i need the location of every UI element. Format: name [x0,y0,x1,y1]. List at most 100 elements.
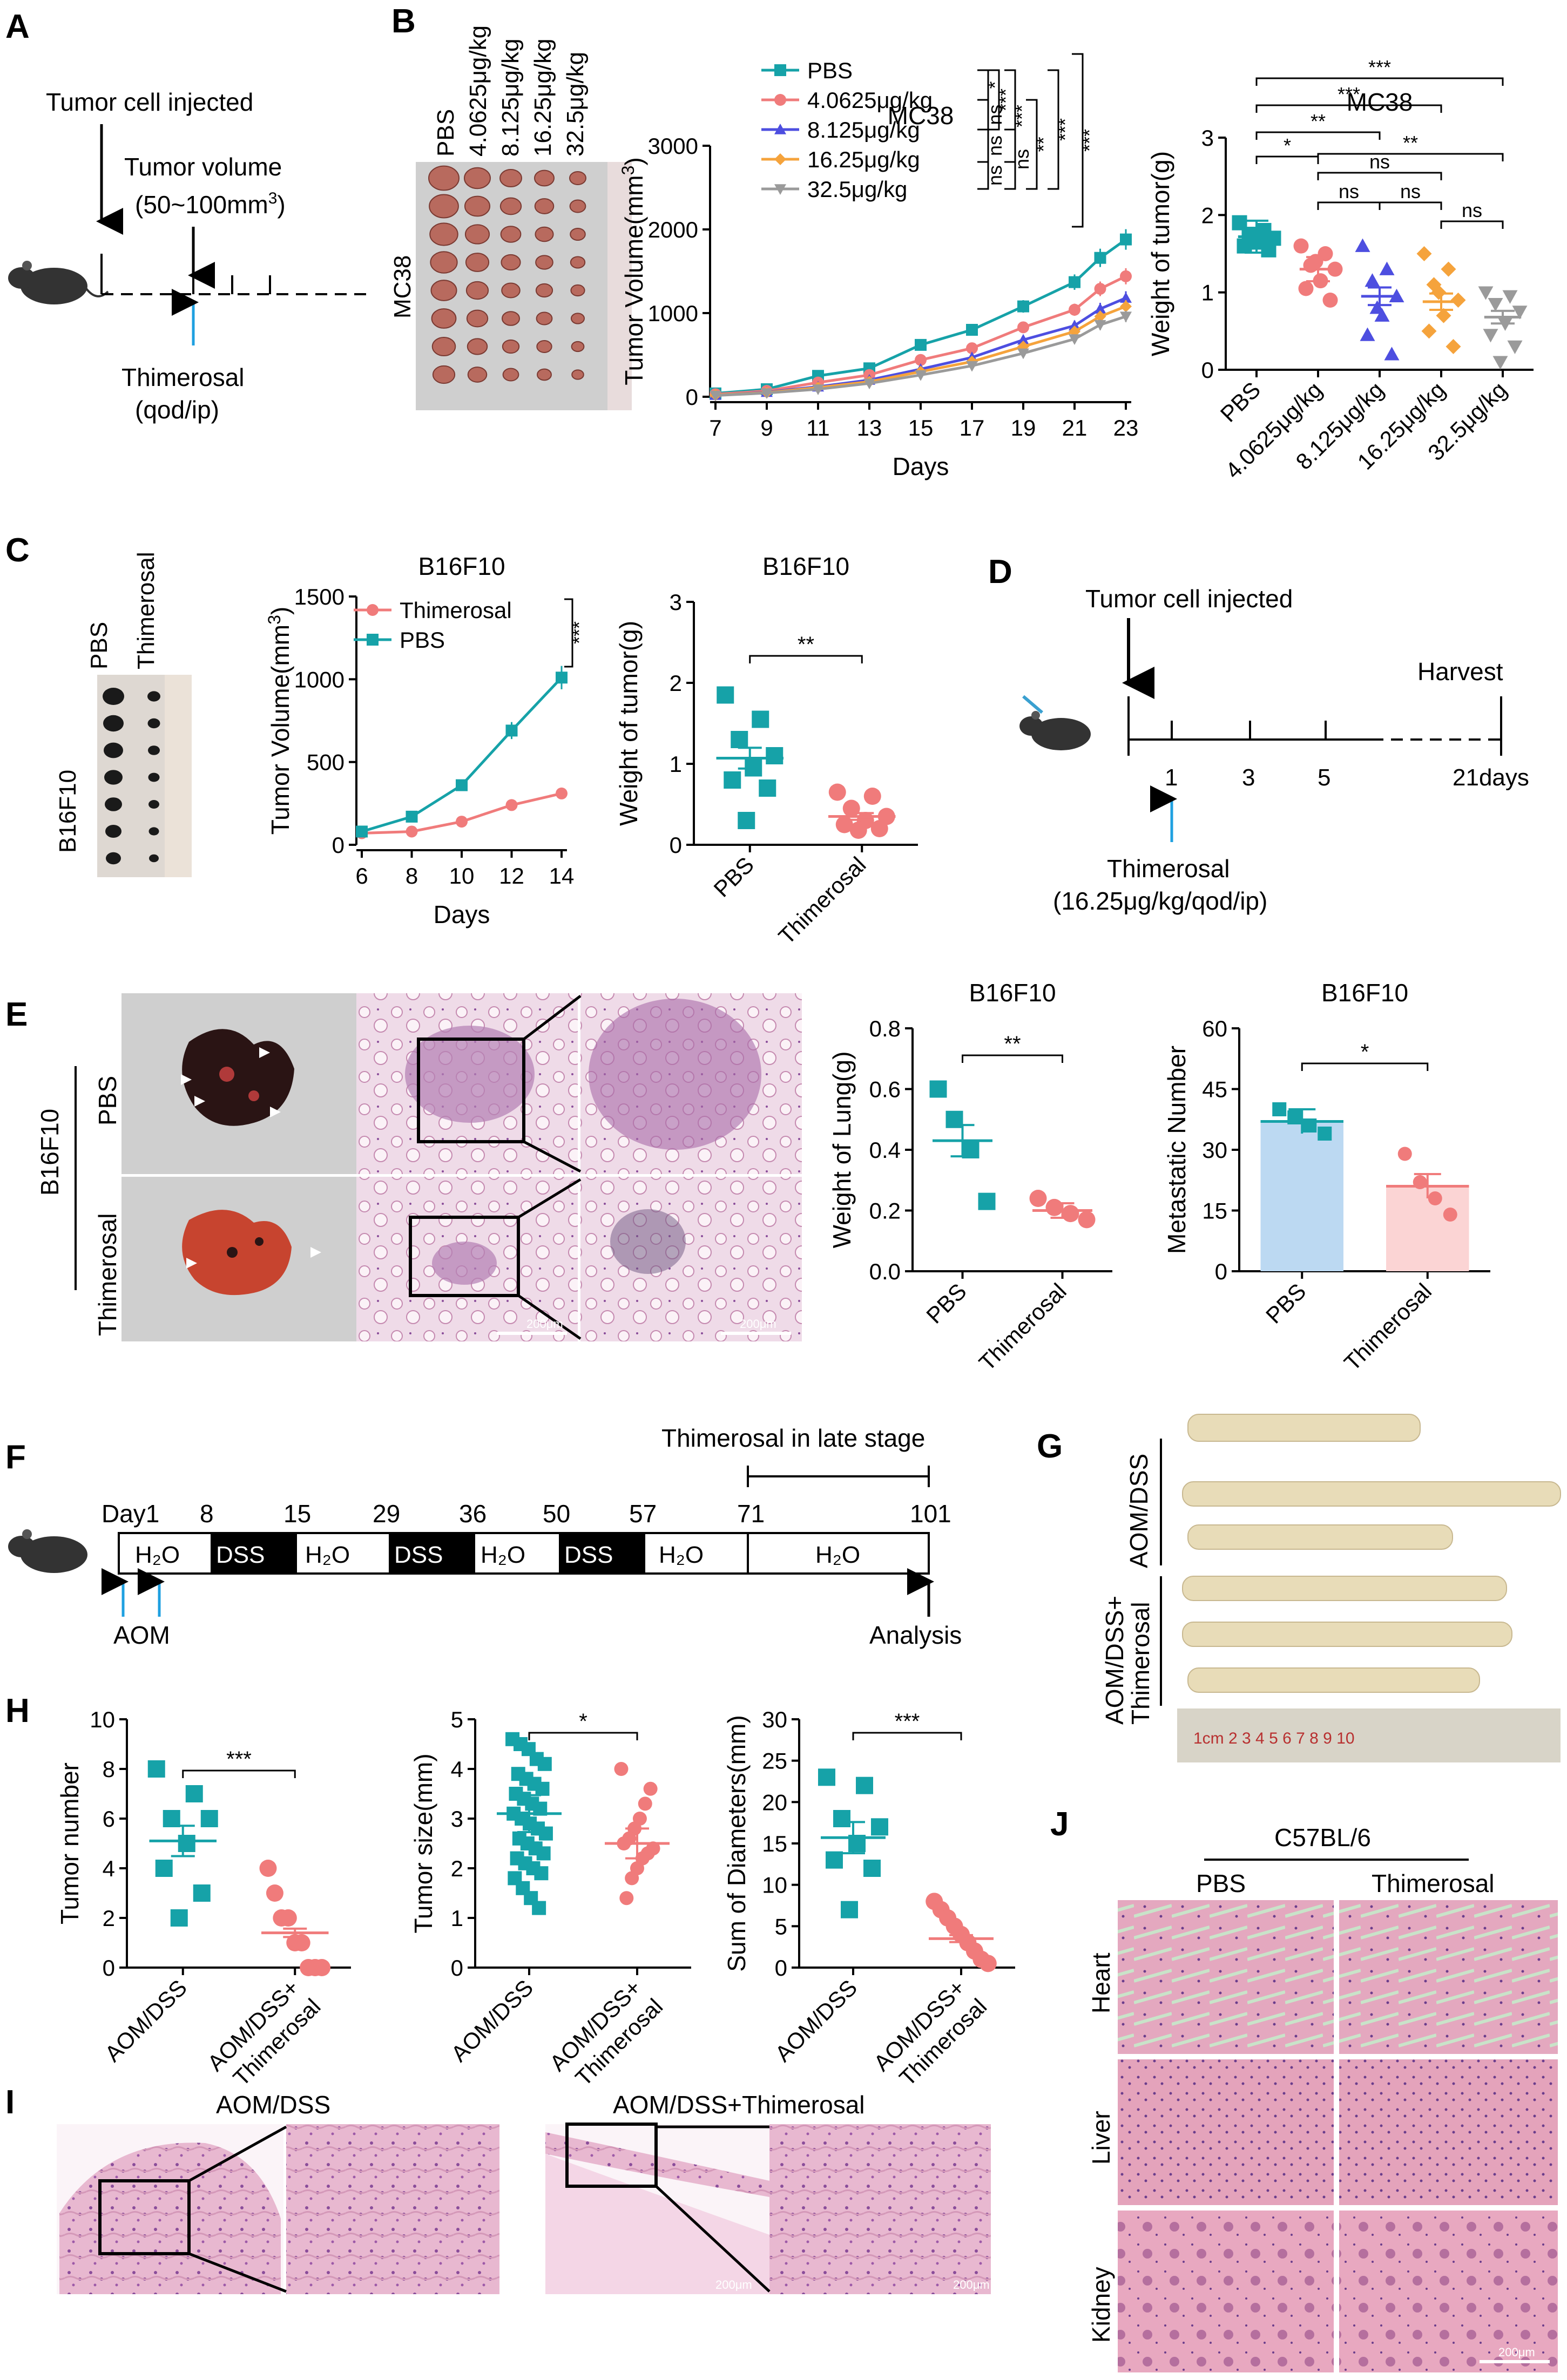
panel-label-i: I [5,2084,15,2121]
y-tick-label: 0 [686,384,698,410]
data-point [915,370,927,381]
e-row-pbs: PBS [93,1076,121,1125]
colon-segment [1182,1622,1512,1647]
y-tick-label: 30 [1202,1137,1227,1163]
photo-col-2: 8.125μg/kg [497,38,524,157]
sig-label: * [1284,134,1291,157]
j-row-heart: Heart [1087,1952,1115,2013]
data-point [818,1768,835,1786]
data-point [1261,242,1276,257]
y-tick-label: 3 [1201,125,1214,151]
tumor [432,365,456,384]
tumor [105,797,122,811]
panel-i-images: AOM/DSS AOM/DSS+Thimerosal 200μm 200μm [57,2091,991,2294]
panel-j-histology: C57BL/6 PBS Thimerosal Heart Liver Kidne… [1087,1823,1558,2372]
drug-label: Thimerosal [121,363,245,391]
data-point [1029,1190,1047,1207]
tumor [147,718,160,729]
y-tick-label: 1 [1201,280,1214,306]
data-point [406,825,418,838]
data-point [1017,300,1029,313]
data-point [456,779,468,791]
data-point [1298,281,1314,296]
data-point [1450,293,1466,308]
tumor [103,715,124,732]
data-point [842,799,860,817]
tumor [536,340,552,353]
legend-marker [367,604,379,616]
sig-label: * [1361,1040,1369,1064]
f-late: Thimerosal in late stage [661,1424,925,1452]
tumor [570,284,585,297]
j-row-kidney: Kidney [1087,2267,1115,2343]
data-point [1384,347,1400,361]
data-point [863,788,881,805]
legend-label: 16.25μg/kg [807,147,920,172]
series-line-0 [715,238,1127,395]
chart-title: MC38 [888,101,954,130]
f-seg-1: DSS [216,1542,265,1568]
j-col-pbs: PBS [1196,1869,1246,1897]
tumor [570,256,586,269]
sig-label: *** [895,1710,920,1733]
f-day-5: 50 [543,1500,570,1528]
sig-bracket [1048,69,1059,190]
tumor [535,226,554,242]
y-tick-label: 0 [1215,1259,1227,1284]
tumor [537,368,552,381]
sig-bracket [1004,128,1016,190]
data-point [1397,1147,1412,1161]
photo-col-pbs: PBS [86,622,112,669]
x-tick-label: 11 [806,415,830,440]
x-axis-label: Days [893,452,949,480]
sig-label: *** [1078,129,1100,152]
y-axis-label: Metastatic Number [1163,1046,1191,1254]
data-point [731,731,748,748]
data-point [1512,306,1528,320]
data-point [766,747,784,764]
tumor [467,367,488,383]
data-point [1431,284,1447,300]
data-point [1322,293,1338,308]
data-point [915,338,927,351]
colon-segment [1187,1524,1453,1550]
tumor [501,282,521,299]
panel-a-schematic: Tumor cell injected Tumor volume (50~100… [8,88,367,424]
y-axis-label: Tumor Volume(mm3) [618,157,648,385]
panel-d-schematic: Tumor cell injected Harvest 1 3 5 21days… [1019,585,1529,915]
tumor [502,339,520,354]
f-seg-0: H₂O [135,1542,180,1568]
data-point [841,1901,858,1918]
chart-title: B16F10 [1321,979,1408,1007]
data-point [1120,300,1132,313]
sig-label: *** [1011,105,1033,127]
data-point [147,1760,165,1778]
data-point [1045,1198,1063,1216]
f-day-4: 36 [459,1500,487,1528]
data-point [1120,270,1132,282]
f-seg-7: H₂O [815,1542,860,1568]
y-tick-label: 2000 [648,217,698,242]
sig-label: ns [1339,180,1359,202]
data-point [1094,310,1106,323]
x-tick-label: 6 [355,863,368,889]
j-col-thim: Thimerosal [1372,1869,1495,1897]
y-tick-label: 2 [1201,202,1214,228]
data-point [1507,340,1523,354]
f-day-3: 29 [373,1500,400,1528]
panel-label-f: F [5,1439,26,1476]
tumor [147,691,160,702]
x-tick-label: 7 [709,415,721,440]
data-point [1094,320,1106,331]
tumor [104,742,123,758]
f-day-1: 8 [200,1500,214,1528]
data-point [313,1959,331,1976]
sig-bracket [1072,53,1084,228]
y-axis-label: Weight of tumor(g) [614,621,643,826]
lung-photo-pbs [181,1029,294,1126]
y-axis-label: Tumor number [56,1762,84,1924]
sig-bracket [1255,77,1504,86]
data-point [1017,321,1029,334]
data-point [870,820,888,837]
